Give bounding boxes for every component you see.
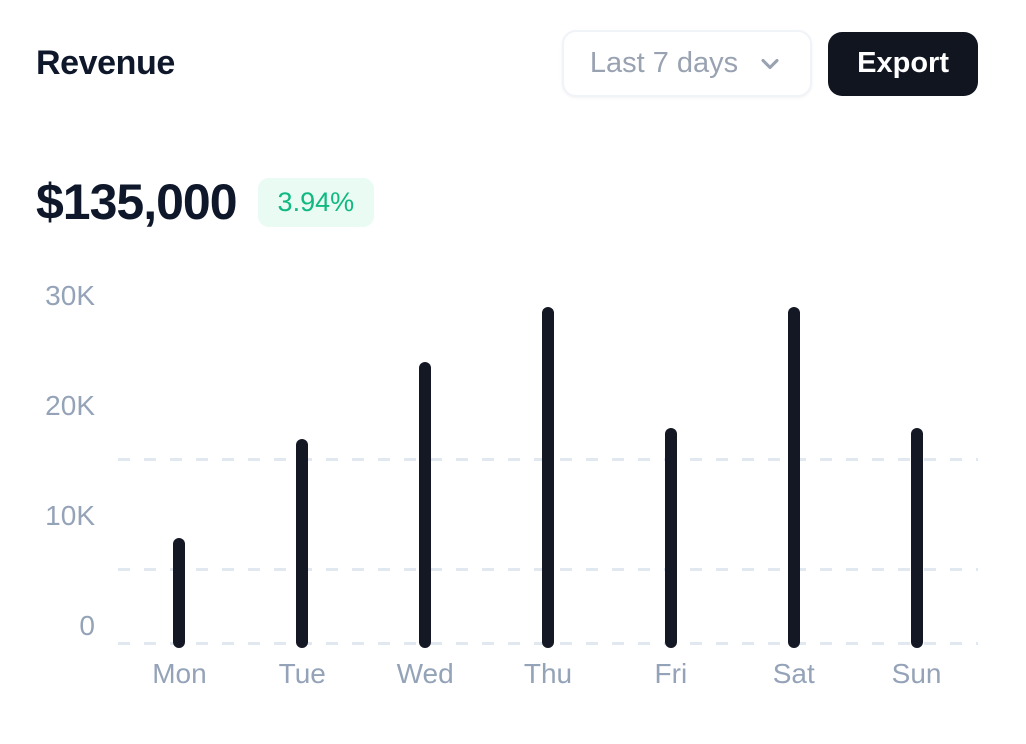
metric-row: $135,000 3.94% — [36, 173, 978, 231]
bar-slot-fri — [609, 283, 732, 648]
card-header: Revenue Last 7 days Export — [36, 30, 978, 97]
bar-slot-tue — [241, 283, 364, 648]
bar-slot-sat — [732, 283, 855, 648]
x-axis-label-fri: Fri — [654, 658, 688, 689]
x-axis-label-thu: Thu — [523, 658, 573, 689]
y-axis-tick-label: 0 — [79, 610, 95, 641]
bar-fri[interactable] — [664, 428, 677, 648]
x-axis-label-sat: Sat — [772, 658, 815, 689]
bar-tue[interactable] — [296, 439, 309, 648]
bar-sun[interactable] — [910, 428, 923, 648]
x-axis-label-tue: Tue — [278, 658, 326, 689]
x-axis-label-mon: Mon — [152, 658, 207, 689]
y-axis-tick-label: 20K — [45, 390, 95, 421]
y-axis-tick-label: 30K — [45, 280, 95, 311]
bar-slot-mon — [118, 283, 241, 648]
chevron-down-icon — [761, 58, 779, 69]
revenue-chart: 30K 20K 10K 0 Mon Tue Wed Thu Fri Sat Sun — [36, 280, 978, 690]
y-axis-labels: 30K 20K 10K 0 — [36, 280, 95, 648]
bar-slot-sun — [855, 283, 978, 648]
export-button[interactable]: Export — [828, 31, 978, 96]
header-actions: Last 7 days Export — [561, 30, 978, 97]
bar-mon[interactable] — [173, 538, 186, 648]
bar-slot-thu — [487, 283, 610, 648]
bar-slots — [118, 283, 978, 648]
bar-wed[interactable] — [419, 362, 432, 648]
x-axis-labels: Mon Tue Wed Thu Fri Sat Sun — [118, 658, 978, 690]
bar-sat[interactable] — [787, 307, 800, 648]
change-badge: 3.94% — [257, 177, 375, 227]
revenue-total: $135,000 — [36, 174, 238, 230]
x-axis-label-wed: Wed — [396, 658, 454, 689]
date-range-selector[interactable]: Last 7 days — [561, 30, 813, 97]
bar-thu[interactable] — [542, 307, 554, 648]
plot-area — [118, 283, 978, 648]
date-range-label: Last 7 days — [589, 47, 739, 79]
bar-slot-wed — [364, 283, 487, 648]
x-axis-label-sun: Sun — [891, 658, 942, 689]
y-axis-tick-label: 10K — [45, 500, 95, 531]
page-title: Revenue — [36, 44, 175, 82]
